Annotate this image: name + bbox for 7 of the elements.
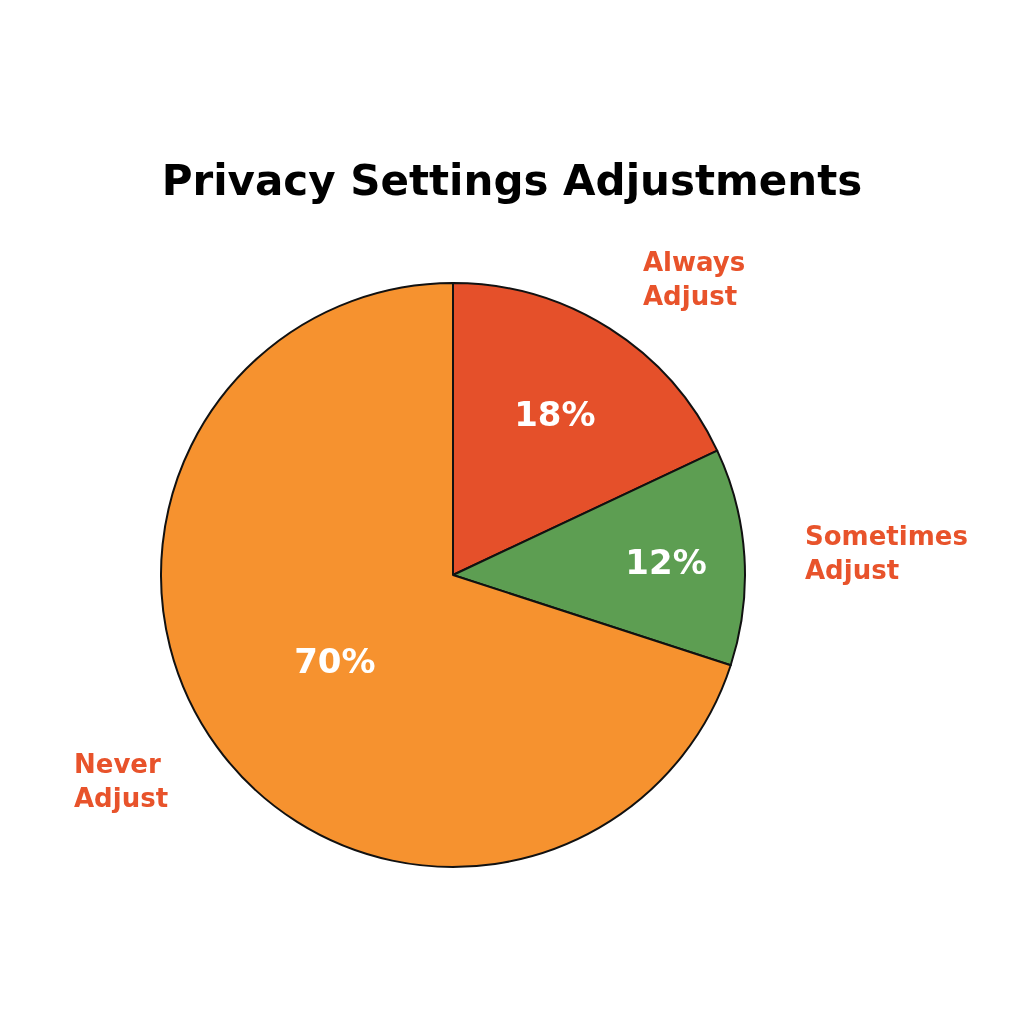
data-label: 70%	[294, 640, 376, 681]
slice-label: Always Adjust	[643, 247, 746, 311]
slice-label: Never Adjust	[74, 749, 169, 813]
data-label: 12%	[625, 541, 707, 582]
data-label: 18%	[514, 394, 596, 435]
slice-label: Sometimes Adjust	[805, 521, 968, 585]
chart-title: Privacy Settings Adjustments	[161, 155, 863, 205]
